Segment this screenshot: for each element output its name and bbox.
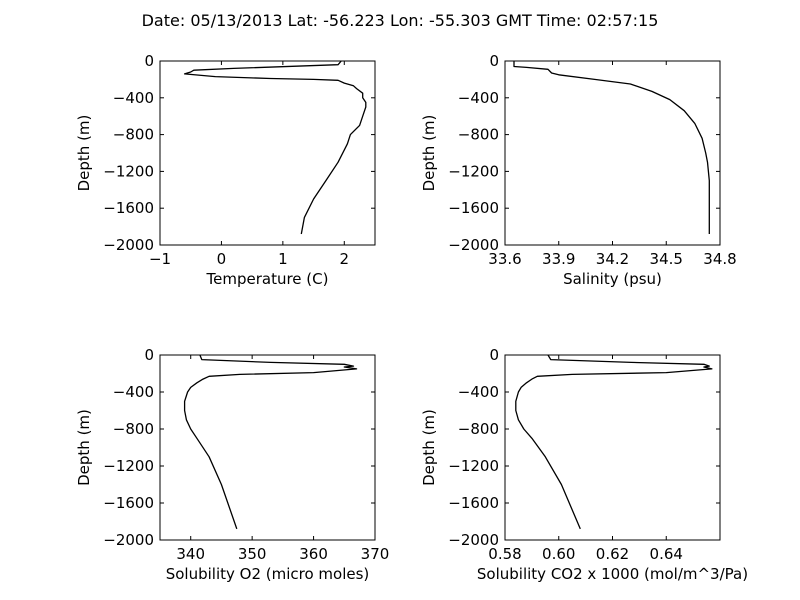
x-axis-label: Solubility CO2 x 1000 (mol/m^3/Pa) xyxy=(477,565,748,583)
panel-o2: 340 350 360 370 0 −400 −800 −1200 −1600 −2000 Solu… xyxy=(75,346,389,583)
x-tick-label: 33.9 xyxy=(542,250,575,268)
x-tick-label: 34.8 xyxy=(703,250,736,268)
x-tick-label: 33.6 xyxy=(488,250,521,268)
y-axis-label: Depth (m) xyxy=(420,115,438,192)
y-tick-label: −400 xyxy=(458,383,499,401)
y-tick-label: −400 xyxy=(458,89,499,107)
x-tick-label: 340 xyxy=(176,545,205,563)
y-tick-label: −1600 xyxy=(103,494,154,512)
x-axis-label: Solubility O2 (micro moles) xyxy=(166,565,370,583)
y-tick-label: −2000 xyxy=(103,531,154,549)
x-axis-label: Temperature (C) xyxy=(206,270,329,288)
series-line-co2 xyxy=(515,354,713,530)
plot-frame xyxy=(159,60,376,246)
y-tick-label: −2000 xyxy=(103,236,154,254)
y-tick-label: −800 xyxy=(458,420,499,438)
x-tick-label: 0.62 xyxy=(596,545,629,563)
y-tick-label: −800 xyxy=(113,420,154,438)
x-tick-label: 360 xyxy=(299,545,328,563)
y-tick-label: −1200 xyxy=(103,162,154,180)
series-line-o2 xyxy=(183,354,358,530)
y-tick-label: −400 xyxy=(113,383,154,401)
y-tick-label: 0 xyxy=(489,346,499,364)
y-axis-label: Depth (m) xyxy=(75,115,93,192)
y-tick-label: −1200 xyxy=(448,162,499,180)
x-tick-label: −1 xyxy=(149,250,171,268)
y-tick-label: −1200 xyxy=(448,457,499,475)
x-axis-label: Salinity (psu) xyxy=(563,270,662,288)
y-tick-label: −2000 xyxy=(448,236,499,254)
x-tick-label: 34.2 xyxy=(596,250,629,268)
x-tick-label: 350 xyxy=(238,545,267,563)
x-tick-label: 0.64 xyxy=(650,545,683,563)
y-tick-label: −800 xyxy=(458,126,499,144)
y-tick-label: −1600 xyxy=(448,494,499,512)
figure-title: Date: 05/13/2013 Lat: -56.223 Lon: -55.3… xyxy=(142,11,659,30)
y-tick-label: −800 xyxy=(113,126,154,144)
plot-frame xyxy=(159,354,376,541)
y-axis-label: Depth (m) xyxy=(75,409,93,486)
x-tick-label: 0.58 xyxy=(488,545,521,563)
y-tick-label: −1600 xyxy=(103,199,154,217)
y-tick-label: −2000 xyxy=(448,531,499,549)
series-line-temperature xyxy=(183,60,367,235)
panel-temperature: −1 0 1 2 0 −400 −800 −1200 −1600 −2000 Temperature… xyxy=(75,52,376,288)
x-tick-label: 34.5 xyxy=(650,250,683,268)
x-tick-label: 0.60 xyxy=(542,545,575,563)
panel-salinity: 33.6 33.9 34.2 34.5 34.8 0 −400 −800 −1200 −1600 −… xyxy=(420,52,737,288)
y-tick-label: 0 xyxy=(144,346,154,364)
x-tick-label: 370 xyxy=(361,545,390,563)
panels: −1 0 1 2 0 −400 −800 −1200 −1600 −2000 Temperature… xyxy=(75,52,748,583)
y-tick-label: 0 xyxy=(489,52,499,70)
y-tick-label: −1600 xyxy=(448,199,499,217)
y-tick-label: −1200 xyxy=(103,457,154,475)
panel-co2: 0.58 0.60 0.62 0.64 0 −400 −800 −1200 −1600 −2000… xyxy=(420,346,748,583)
x-tick-label: 2 xyxy=(340,250,350,268)
x-tick-label: 0 xyxy=(217,250,227,268)
y-axis-label: Depth (m) xyxy=(420,409,438,486)
x-tick-label: 1 xyxy=(278,250,288,268)
y-tick-label: −400 xyxy=(113,89,154,107)
y-tick-label: 0 xyxy=(144,52,154,70)
series-line-salinity xyxy=(513,61,710,234)
